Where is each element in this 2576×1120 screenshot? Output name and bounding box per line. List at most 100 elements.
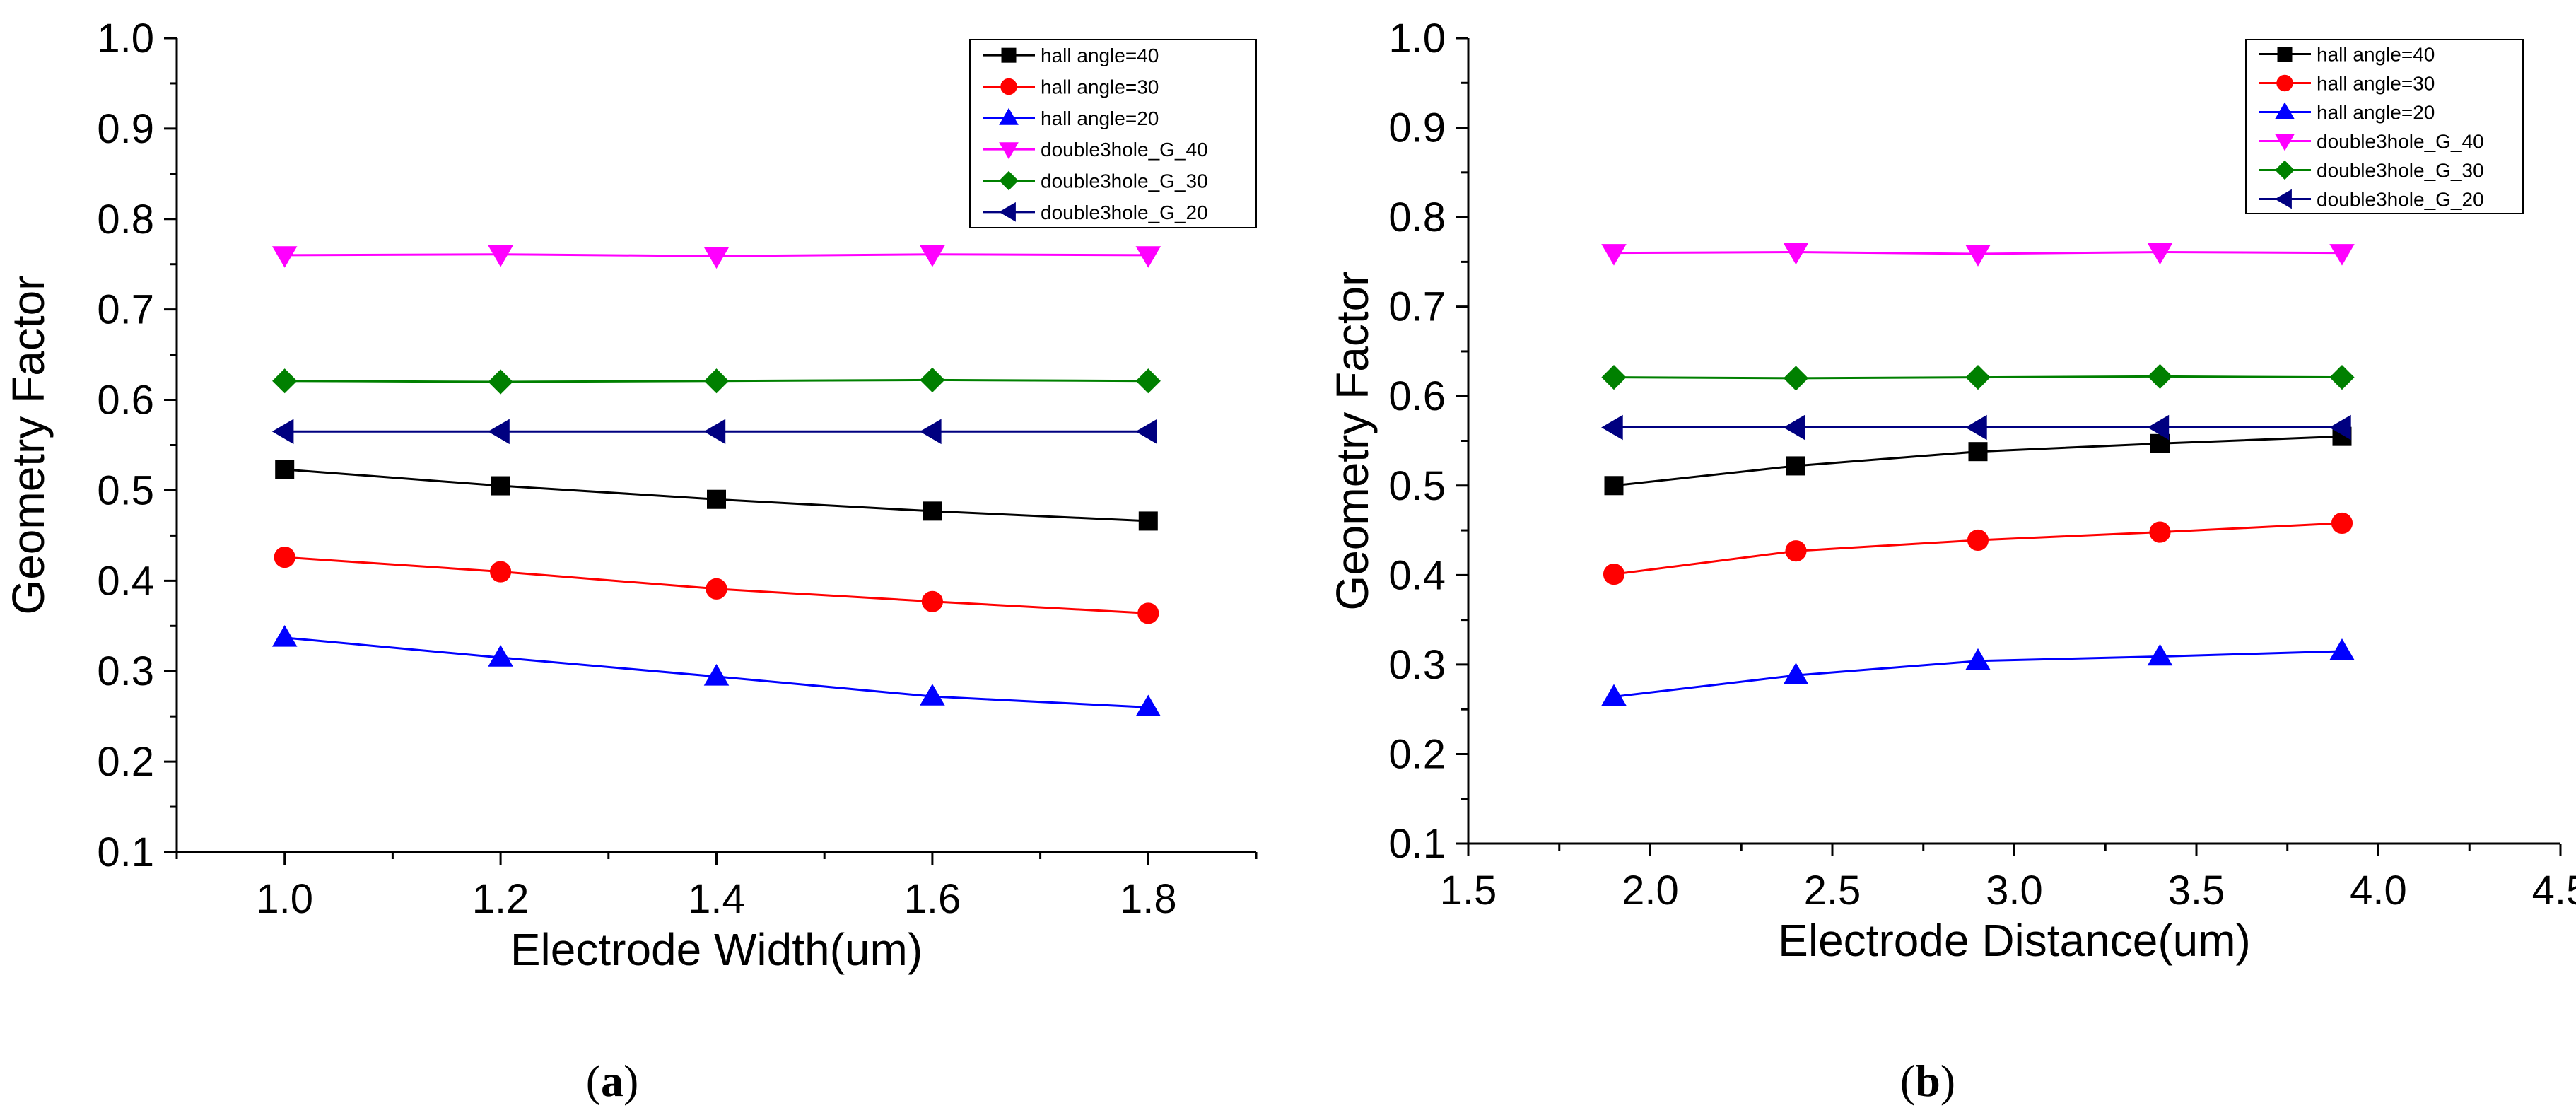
legend: hall angle=40 hall angle=30 hall angle=20 d… (2245, 39, 2524, 214)
legend-triangle-left-marker (2275, 189, 2292, 209)
x-tick-label: 1.0 (256, 876, 313, 922)
data-point-circle-marker (1967, 529, 1989, 552)
data-point-triangle-down-marker (1965, 245, 1991, 267)
caption-open-paren: ( (1900, 1056, 1915, 1106)
data-point-square-marker (1786, 456, 1805, 476)
data-point-triangle-left-marker (1965, 414, 1987, 441)
legend-triangle-left-marker (999, 202, 1016, 222)
y-tick-label: 0.7 (97, 287, 154, 333)
x-tick-label: 2.0 (1622, 868, 1679, 914)
legend-item: hall angle=30 (983, 76, 1159, 98)
y-tick-label: 0.3 (1388, 642, 1446, 688)
x-tick-label: 2.5 (1804, 868, 1861, 914)
data-point-diamond-marker (1601, 364, 1627, 390)
data-point-triangle-down-marker (488, 245, 513, 267)
data-point-diamond-marker (703, 368, 730, 394)
data-point-triangle-up-marker (1783, 663, 1809, 684)
data-point-circle-marker (921, 590, 943, 612)
data-point-triangle-down-marker (920, 245, 945, 267)
data-point-triangle-up-marker (1135, 694, 1161, 716)
series-2 (1601, 638, 2355, 706)
legend-item: hall angle=30 (2259, 73, 2435, 95)
data-point-triangle-up-marker (1965, 648, 1991, 670)
data-point-diamond-marker (920, 367, 945, 393)
data-point-triangle-down-marker (2147, 243, 2173, 265)
data-point-triangle-up-marker (2147, 643, 2173, 666)
legend-box (969, 39, 1257, 228)
legend-triangle-down-marker (2275, 134, 2295, 151)
caption-letter: a (601, 1056, 623, 1106)
legend-label: hall angle=30 (1041, 76, 1159, 98)
data-point-square-marker (923, 501, 942, 521)
data-point-circle-marker (1785, 540, 1807, 562)
y-tick-label: 0.9 (1388, 105, 1446, 151)
y-tick-label: 0.6 (97, 378, 154, 424)
y-tick-label: 0.6 (1388, 373, 1446, 419)
y-tick-label: 0.1 (1388, 821, 1446, 867)
legend-label: hall angle=30 (2317, 73, 2435, 95)
legend-square-marker (2277, 47, 2293, 62)
data-point-square-marker (1604, 476, 1624, 496)
data-point-diamond-marker (488, 369, 513, 395)
x-tick-label: 3.5 (2168, 868, 2225, 914)
data-point-circle-marker (2331, 512, 2353, 534)
data-point-triangle-left-marker (920, 419, 942, 445)
legend-triangle-up-marker (999, 107, 1019, 125)
data-point-square-marker (1138, 511, 1158, 531)
data-point-triangle-up-marker (271, 625, 298, 647)
series-3 (1601, 243, 2355, 267)
legend-item: hall angle=40 (983, 45, 1159, 66)
data-point-triangle-down-marker (1601, 244, 1627, 266)
series-1 (274, 547, 1159, 624)
y-tick-label: 0.4 (97, 558, 154, 604)
x-tick-label: 4.5 (2532, 868, 2576, 914)
chart-panel-b: 0.1 0.2 0.3 0.4 0.5 0.6 0.7 0.8 0.9 1.0 1.5 2.0 2.5 3… (1327, 16, 2576, 1106)
legend-diamond-marker (999, 170, 1019, 191)
series-4 (1601, 363, 2355, 391)
x-tick-label: 4.0 (2350, 868, 2407, 914)
y-axis-label: Geometry Factor (1327, 271, 1378, 610)
caption-close-paren: ) (623, 1056, 638, 1106)
x-axis-label: Electrode Distance(um) (1778, 915, 2251, 966)
chart-panel-a: 0.1 0.2 0.3 0.4 0.5 0.6 0.7 0.8 0.9 1.0 1.0 1.2 1.4 1… (3, 16, 1258, 1106)
legend-label: double3hole_G_20 (2317, 189, 2484, 211)
x-tick-label: 1.5 (1440, 868, 1497, 914)
data-point-triangle-down-marker (2329, 244, 2355, 266)
data-point-circle-marker (1137, 602, 1159, 624)
legend-circle-marker (2276, 74, 2293, 92)
legend-circle-marker (1000, 78, 1017, 95)
legend: hall angle=40 hall angle=30 hall angle=20 d… (969, 39, 1257, 228)
legend-label: hall angle=20 (1041, 107, 1159, 129)
data-point-diamond-marker (2147, 363, 2173, 390)
series-3 (271, 245, 1161, 269)
series-5 (271, 419, 1157, 445)
data-point-circle-marker (1603, 564, 1625, 585)
y-tick-label: 0.4 (1388, 552, 1446, 598)
legend-item: hall angle=40 (2259, 44, 2435, 66)
legend-item: hall angle=20 (2259, 102, 2435, 124)
data-point-triangle-up-marker (488, 645, 513, 667)
caption-open-paren: ( (586, 1056, 601, 1106)
legend-triangle-down-marker (999, 142, 1019, 160)
legend-item: double3hole_G_40 (2259, 131, 2484, 153)
x-tick-label: 1.2 (472, 876, 529, 922)
legend-item: hall angle=20 (983, 107, 1159, 129)
data-point-triangle-down-marker (271, 246, 298, 268)
data-point-triangle-left-marker (488, 419, 510, 445)
data-point-triangle-left-marker (1135, 419, 1157, 445)
data-point-diamond-marker (1965, 364, 1991, 390)
series-4 (272, 367, 1161, 395)
y-tick-label: 0.8 (97, 197, 154, 243)
data-point-triangle-left-marker (2147, 414, 2170, 441)
legend-item: double3hole_G_30 (983, 170, 1208, 192)
y-tick-label: 0.7 (1388, 284, 1446, 330)
data-point-diamond-marker (1135, 368, 1161, 394)
legend-label: hall angle=40 (1041, 45, 1159, 66)
y-tick-label: 0.2 (97, 739, 154, 785)
x-axis-label: Electrode Width(um) (510, 924, 923, 975)
data-point-triangle-left-marker (1601, 414, 1623, 441)
y-tick-label: 0.9 (97, 106, 154, 152)
legend-label: hall angle=20 (2317, 102, 2435, 124)
data-point-square-marker (275, 460, 295, 479)
